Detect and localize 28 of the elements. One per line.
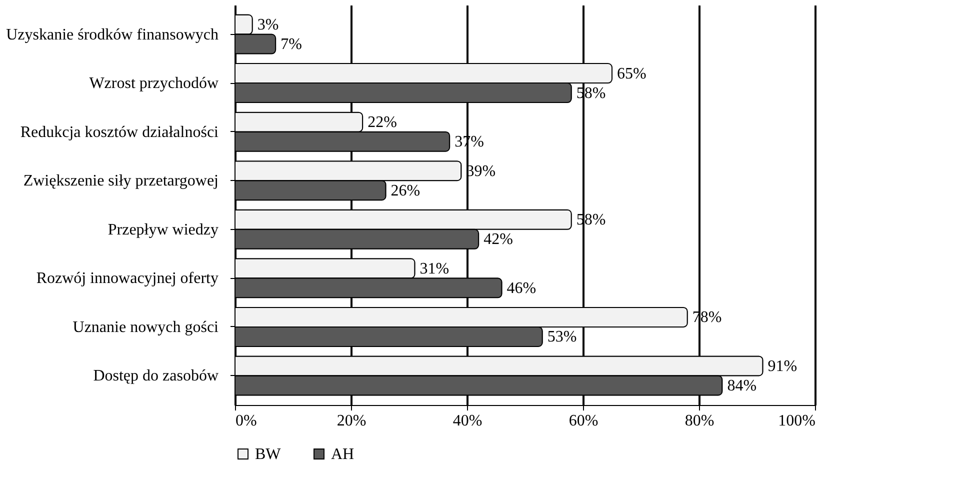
y-tick-label: Przepływ wiedzy — [108, 221, 218, 238]
data-label: 42% — [484, 231, 513, 248]
data-label: 3% — [257, 16, 279, 34]
y-tick-label: Dostęp do zasobów — [93, 368, 219, 385]
x-tick-label: 80% — [684, 412, 714, 430]
legend-label: BW — [255, 446, 282, 463]
x-tick-label: 60% — [568, 412, 598, 430]
data-label: 31% — [420, 260, 450, 278]
x-tick-label: 0% — [236, 412, 257, 430]
x-tick-label: 20% — [336, 412, 366, 430]
data-label: 39% — [466, 162, 496, 180]
data-label: 91% — [768, 358, 798, 375]
data-label: 26% — [390, 182, 420, 200]
data-label: 22% — [368, 114, 397, 132]
y-tick-label: Rozwój innowacyjnej oferty — [36, 270, 218, 288]
data-label: 53% — [547, 328, 577, 346]
y-tick-label: Wzrost przychodów — [89, 75, 219, 92]
y-tick-label: Uzyskanie środków finansowych — [6, 26, 218, 44]
data-label: 7% — [280, 36, 302, 54]
x-tick-label: 40% — [452, 412, 482, 430]
data-label: 46% — [506, 280, 536, 297]
y-tick-label: Zwiększenie siły przetargowej — [23, 172, 218, 190]
x-tick-label: 100% — [778, 412, 816, 430]
y-tick-label: Redukcja kosztów działalności — [20, 124, 220, 141]
data-label: 65% — [617, 65, 646, 82]
y-tick-label: Uznanie nowych gości — [72, 318, 220, 336]
legend-label: AH — [331, 446, 355, 463]
data-label: 84% — [727, 377, 757, 394]
